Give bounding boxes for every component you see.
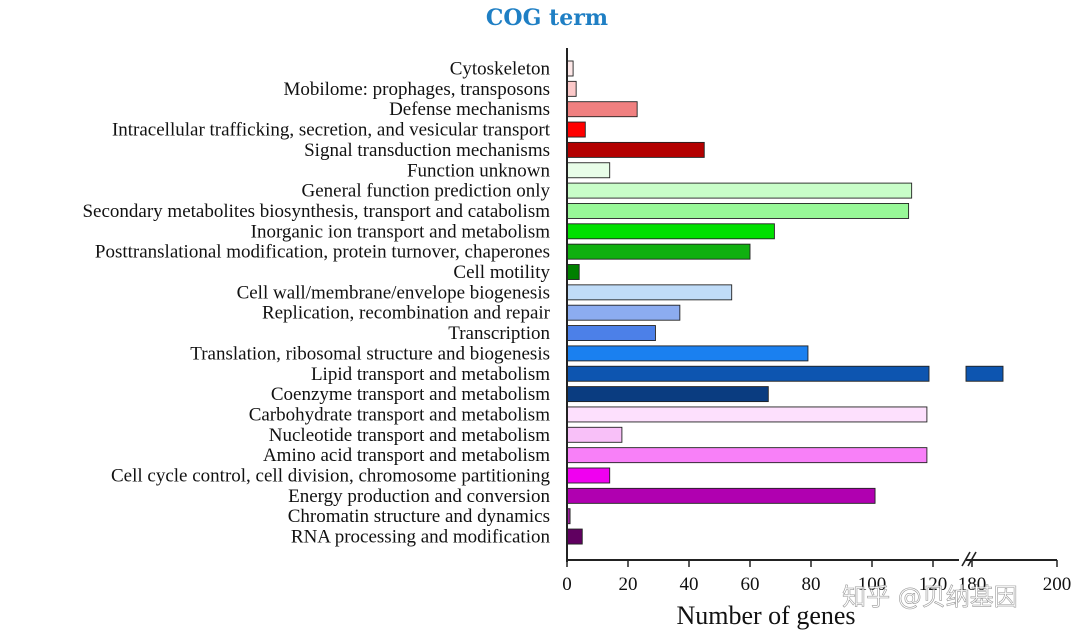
category-label: Chromatin structure and dynamics xyxy=(288,506,550,527)
x-tick-label: 100 xyxy=(858,574,887,595)
axis-break-mark xyxy=(961,551,971,567)
category-label: Defense mechanisms xyxy=(389,99,550,120)
category-label: Secondary metabolites biosynthesis, tran… xyxy=(82,201,550,222)
x-tick-label: 0 xyxy=(562,574,572,595)
category-label: General function prediction only xyxy=(301,181,550,202)
bar xyxy=(566,528,583,545)
bar xyxy=(566,141,705,158)
watermark: 知乎 @贝纳基因 xyxy=(842,583,1018,611)
bar xyxy=(566,386,769,403)
category-label: Energy production and conversion xyxy=(288,486,550,507)
category-label: Posttranslational modification, protein … xyxy=(95,242,550,263)
x-ticks: 0 20 40 60 80 100 120 180 200 xyxy=(562,560,1071,595)
bar xyxy=(566,243,751,260)
bar xyxy=(566,325,656,341)
category-label: Amino acid transport and metabolism xyxy=(263,445,550,466)
category-label: RNA processing and modification xyxy=(291,527,551,548)
category-label: Lipid transport and metabolism xyxy=(311,364,550,385)
bar xyxy=(566,162,611,179)
chart-title: COG term xyxy=(486,5,608,31)
category-label: Nucleotide transport and metabolism xyxy=(269,425,550,446)
bar xyxy=(566,467,611,484)
bars xyxy=(566,60,1004,545)
category-label: Cytoskeleton xyxy=(450,59,551,80)
bar xyxy=(566,264,580,280)
bar xyxy=(566,101,638,118)
category-label: Coenzyme transport and metabolism xyxy=(271,384,550,405)
bar xyxy=(566,345,809,362)
x-tick-label: 120 xyxy=(919,574,948,595)
bar xyxy=(566,487,876,504)
bar xyxy=(566,365,930,382)
x-tick-label: 80 xyxy=(802,574,821,595)
bar xyxy=(566,406,928,423)
category-label: Cell cycle control, cell division, chrom… xyxy=(111,466,551,487)
category-label: Translation, ribosomal structure and bio… xyxy=(190,343,550,364)
category-label: Intracellular trafficking, secretion, an… xyxy=(112,120,551,141)
bar xyxy=(566,223,775,240)
bar xyxy=(566,284,733,301)
x-axis-label: Number of genes xyxy=(676,601,855,630)
x-tick-label: 180 xyxy=(958,574,987,595)
x-tick-label: 200 xyxy=(1043,574,1072,595)
category-label: Mobilome: prophages, transposons xyxy=(283,79,550,100)
bar xyxy=(566,447,928,464)
bar-continued xyxy=(965,365,1004,382)
x-tick-label: 20 xyxy=(619,574,638,595)
category-label: Inorganic ion transport and metabolism xyxy=(251,221,551,242)
x-tick-label: 40 xyxy=(680,574,699,595)
category-label: Cell motility xyxy=(453,262,550,283)
bar xyxy=(566,121,586,138)
axes xyxy=(566,48,1057,567)
x-tick-label: 60 xyxy=(741,574,760,595)
category-label: Replication, recombination and repair xyxy=(262,303,551,324)
category-label: Transcription xyxy=(448,323,550,344)
bar xyxy=(566,426,623,443)
category-label: Cell wall/membrane/envelope biogenesis xyxy=(237,282,550,303)
category-label: Signal transduction mechanisms xyxy=(304,140,550,161)
axis-break-mark xyxy=(967,551,977,567)
bar xyxy=(566,202,910,219)
bar xyxy=(566,182,913,199)
bar xyxy=(566,80,577,97)
bar xyxy=(566,304,681,321)
category-label: Carbohydrate transport and metabolism xyxy=(249,404,551,425)
category-label: Function unknown xyxy=(407,160,551,181)
